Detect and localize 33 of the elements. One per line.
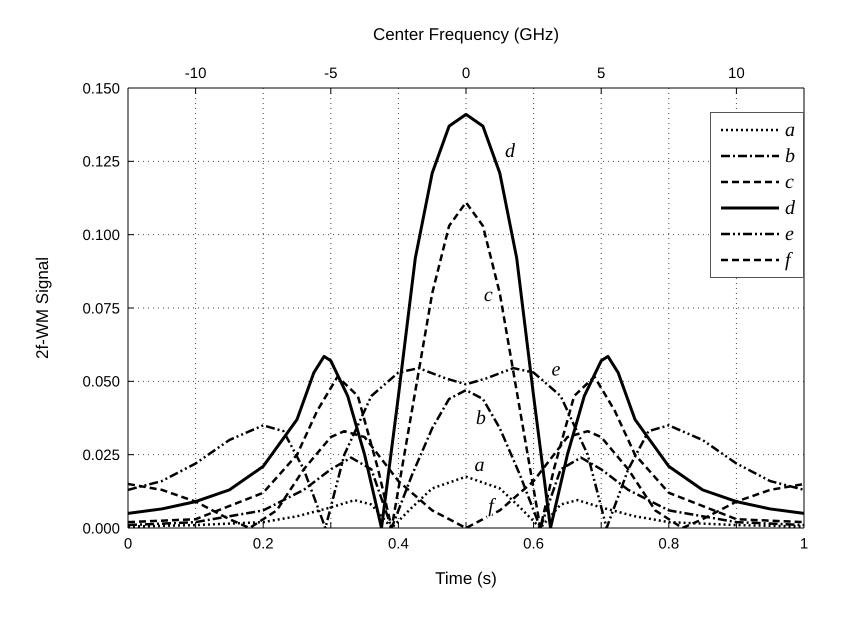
y-tick-label: 0.025 [82, 446, 120, 464]
x-tick-label: 0.4 [388, 536, 409, 553]
x2-tick-label: 10 [728, 65, 745, 82]
legend-label: e [785, 222, 794, 246]
y-axis-title: 2f-WM Signal [33, 256, 52, 360]
legend-label: d [785, 196, 795, 220]
legend-label: a [785, 118, 795, 142]
y-tick-label: 0.000 [82, 520, 120, 538]
x2-tick-label: 0 [462, 65, 470, 82]
y-tick-label: 0.075 [82, 300, 120, 318]
x-tick-label: 0 [124, 536, 132, 553]
x-tick-label: 1 [800, 536, 808, 553]
x-axis-title: Time (s) [435, 569, 497, 588]
y-tick-label: 0.125 [82, 154, 120, 171]
x-tick-label: 0.8 [658, 536, 680, 553]
x-tick-label: 0.2 [252, 536, 274, 553]
x2-tick-label: -10 [184, 65, 206, 82]
annotation: a [474, 454, 485, 476]
x-tick-label: 0.6 [523, 536, 544, 553]
legend-label: b [785, 144, 795, 168]
y-tick-label: 0.150 [82, 80, 120, 98]
legend-label: f [785, 248, 791, 272]
annotation: f [488, 495, 496, 518]
annotation: e [551, 358, 560, 380]
annotation: c [484, 284, 493, 306]
legend-label: c [785, 170, 794, 194]
y-tick-label: 0.100 [82, 226, 120, 244]
x2-tick-label: 5 [597, 65, 606, 82]
x2-tick-label: -5 [324, 65, 338, 82]
x2-axis-title: Center Frequency (GHz) [372, 25, 560, 44]
annotation: d [504, 140, 516, 162]
annotation: b [476, 407, 486, 430]
y-tick-label: 0.050 [82, 374, 120, 391]
